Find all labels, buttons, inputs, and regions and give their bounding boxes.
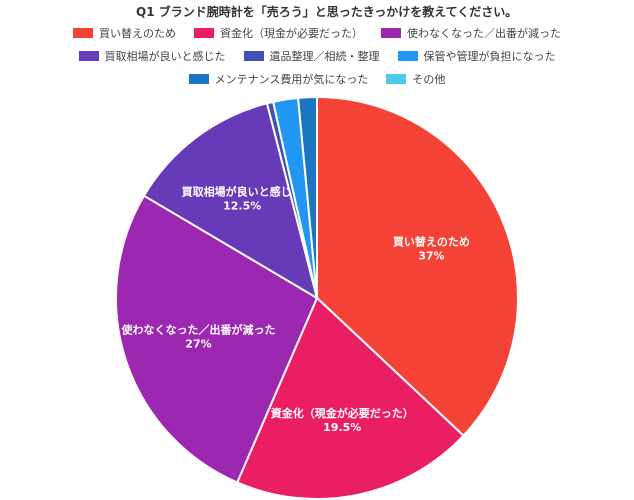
legend-label: 使わなくなった／出番が減った xyxy=(407,27,561,40)
legend-item[interactable]: 資金化（現金が必要だった） xyxy=(194,25,363,41)
legend-label: 買取相場が良いと感じた xyxy=(104,50,226,63)
legend-label: 買い替えのため xyxy=(99,27,176,40)
slice-value-label: 37% xyxy=(418,250,444,263)
legend-swatch xyxy=(194,28,214,38)
legend-item[interactable]: 買取相場が良いと感じた xyxy=(78,48,226,64)
legend-swatch xyxy=(397,51,418,61)
legend-label: メンテナンス費用が気になった xyxy=(214,73,369,86)
legend-swatch xyxy=(243,51,264,61)
legend-label: 保管や管理が負担になった xyxy=(423,50,556,63)
slice-value-label: 27% xyxy=(185,338,211,351)
legend-swatch xyxy=(73,28,93,38)
pie-slice[interactable] xyxy=(115,194,319,484)
legend-swatch xyxy=(188,74,209,84)
chart-legend: 買い替えのため 資金化（現金が必要だった） 使わなくなった／出番が減った 買取相… xyxy=(0,26,634,95)
slice-name-label: 資金化（現金が必要だった） xyxy=(271,406,414,420)
legend-swatch xyxy=(78,51,99,61)
pie-slice[interactable] xyxy=(235,296,465,500)
slice-value-label: 12.5% xyxy=(223,199,261,212)
slice-name-label: 買取相場が良いと感じた xyxy=(182,184,303,198)
legend-swatch xyxy=(386,74,407,84)
pie-slice[interactable] xyxy=(316,95,519,438)
pie-slice[interactable] xyxy=(296,95,318,299)
legend-label: 資金化（現金が必要だった） xyxy=(220,27,363,40)
legend-item[interactable]: 遺品整理／相続・整理 xyxy=(243,48,380,64)
legend-item[interactable]: その他 xyxy=(386,71,445,87)
legend-label: その他 xyxy=(412,73,446,86)
slice-name-label: 買い替えのため xyxy=(393,235,470,249)
legend-item[interactable]: 保管や管理が負担になった xyxy=(397,48,556,64)
legend-item[interactable]: 使わなくなった／出番が減った xyxy=(381,25,561,41)
chart-title: Q1 ブランド腕時計を「売ろう」と思ったきっかけを教えてください。 xyxy=(136,5,518,19)
legend-row-1: 買い替えのため 資金化（現金が必要だった） 使わなくなった／出番が減った xyxy=(0,26,634,40)
legend-item[interactable]: 買い替えのため xyxy=(73,25,176,41)
slice-name-label: 使わなくなった／出番が減った xyxy=(120,323,275,337)
legend-swatch xyxy=(381,28,401,38)
legend-item[interactable]: メンテナンス費用が気になった xyxy=(188,71,369,87)
legend-row-2: 買取相場が良いと感じた 遺品整理／相続・整理 保管や管理が負担になった xyxy=(0,49,634,63)
legend-row-3: メンテナンス費用が気になった その他 xyxy=(0,72,634,86)
legend-label: 遺品整理／相続・整理 xyxy=(269,50,380,63)
slice-value-label: 19.5% xyxy=(323,421,361,434)
pie-slice[interactable] xyxy=(142,102,319,301)
